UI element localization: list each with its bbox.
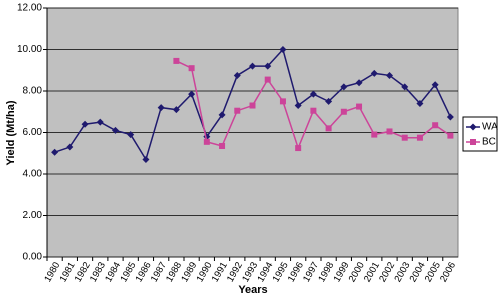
- legend-box: [462, 116, 498, 152]
- data-point: [264, 76, 271, 83]
- data-point: [309, 90, 317, 98]
- data-point: [294, 102, 302, 110]
- data-point: [96, 118, 104, 126]
- data-point: [325, 97, 333, 105]
- data-point: [431, 81, 439, 89]
- data-point: [127, 131, 135, 139]
- data-point: [233, 71, 241, 79]
- data-point: [355, 79, 363, 87]
- data-point: [310, 107, 317, 114]
- data-point: [325, 125, 332, 132]
- data-point: [157, 104, 165, 112]
- data-point: [172, 106, 180, 114]
- y-tick-label: 12.00: [17, 3, 42, 14]
- data-point: [218, 111, 226, 119]
- data-point: [401, 83, 409, 91]
- data-point: [188, 90, 196, 98]
- data-point: [173, 57, 180, 64]
- y-axis-title: Yield (Mt/ha): [5, 100, 17, 165]
- data-point: [188, 65, 195, 72]
- data-point: [340, 108, 347, 115]
- data-point: [386, 128, 393, 135]
- y-tick-label: 4.00: [23, 169, 43, 180]
- data-point: [66, 143, 74, 151]
- data-point: [416, 99, 424, 107]
- legend-label: WA: [482, 122, 498, 133]
- data-point: [249, 102, 256, 109]
- data-point: [370, 69, 378, 77]
- data-point: [279, 98, 286, 105]
- y-tick-label: 0.00: [23, 252, 43, 263]
- data-point: [264, 62, 272, 70]
- y-tick-label: 2.00: [23, 210, 43, 221]
- data-point: [386, 71, 393, 79]
- data-point: [416, 134, 423, 141]
- data-point: [432, 122, 439, 129]
- y-tick-label: 6.00: [23, 127, 43, 138]
- legend-marker: [470, 139, 476, 145]
- data-point: [234, 107, 241, 114]
- data-point: [219, 142, 226, 149]
- data-point: [112, 126, 119, 134]
- data-point: [401, 134, 408, 141]
- x-axis-title: Years: [238, 284, 267, 296]
- data-point: [249, 62, 256, 70]
- data-point: [371, 131, 378, 138]
- legend-marker: [469, 123, 477, 131]
- x-tick-label: 2006: [438, 260, 458, 284]
- data-point: [203, 138, 210, 145]
- data-point: [356, 103, 363, 110]
- data-point: [295, 145, 302, 152]
- data-point: [279, 46, 287, 53]
- data-point: [446, 113, 454, 121]
- data-point: [51, 148, 59, 156]
- legend-label: BC: [482, 137, 496, 148]
- data-point: [447, 132, 454, 139]
- y-tick-label: 8.00: [23, 86, 43, 97]
- y-tick-label: 10.00: [17, 44, 42, 55]
- data-point: [142, 155, 150, 163]
- data-point: [340, 83, 348, 91]
- data-point: [81, 120, 89, 128]
